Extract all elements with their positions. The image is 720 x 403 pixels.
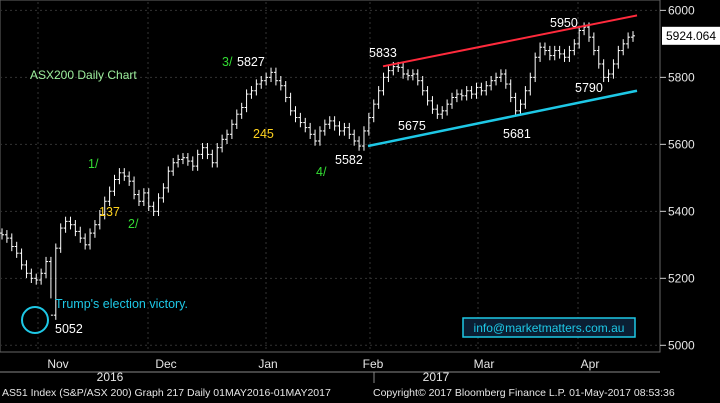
last-price-label: 5924.064 — [666, 29, 716, 43]
marker-label: 137 — [99, 205, 120, 219]
x-month-label: Apr — [581, 357, 600, 371]
marker-label: 1/ — [88, 157, 99, 171]
marker-label: 3/ — [222, 55, 233, 69]
election-low-label: 5052 — [55, 322, 83, 336]
marker-label: 5790 — [575, 81, 603, 95]
lower-trendline — [367, 89, 638, 148]
upper-trendline — [382, 14, 638, 68]
website-box — [462, 317, 636, 338]
chart-title: ASX200 Daily Chart — [30, 68, 137, 82]
y-tick-label: 6000 — [668, 3, 695, 17]
marker-label: 2/ — [128, 217, 139, 231]
marker-label: 4/ — [316, 165, 327, 179]
y-tick-label: 5400 — [668, 204, 695, 218]
marker-label: 5582 — [335, 153, 363, 167]
website-label: info@marketmatters.com.au — [474, 321, 625, 335]
x-month-label: Feb — [363, 357, 384, 371]
marker-label: 5827 — [237, 55, 265, 69]
plot-frame — [0, 0, 661, 353]
marker-label: 5675 — [398, 119, 426, 133]
marker-label: 5833 — [369, 46, 397, 60]
y-tick-label: 5200 — [668, 271, 695, 285]
x-year-label: 2017 — [423, 370, 450, 383]
election-circle — [21, 306, 49, 334]
x-month-label: Dec — [155, 357, 176, 371]
x-year-label: 2016 — [97, 370, 124, 383]
x-month-label: Nov — [47, 357, 68, 371]
x-month-label: Jan — [258, 357, 277, 371]
marker-label: 245 — [253, 127, 274, 141]
marker-label: 5950 — [550, 16, 578, 30]
marker-label: 5681 — [503, 127, 531, 141]
asx200-chart: 5000 5200 5400 5600 5800 6000 Nov Dec Jan Feb Mar A… — [0, 0, 720, 383]
footer-right-text: Copyright© 2017 Bloomberg Finance L.P. 0… — [373, 387, 675, 399]
footer-left-text: AS51 Index (S&P/ASX 200) Graph 217 Daily… — [2, 387, 331, 399]
chart-footer: AS51 Index (S&P/ASX 200) Graph 217 Daily… — [0, 383, 720, 403]
x-month-label: Mar — [474, 357, 495, 371]
y-tick-label: 5000 — [668, 338, 695, 352]
last-price-box — [662, 26, 720, 45]
election-annotation: Trump's election victory. — [55, 297, 188, 311]
y-tick-label: 5800 — [668, 70, 695, 84]
y-tick-label: 5600 — [668, 137, 695, 151]
